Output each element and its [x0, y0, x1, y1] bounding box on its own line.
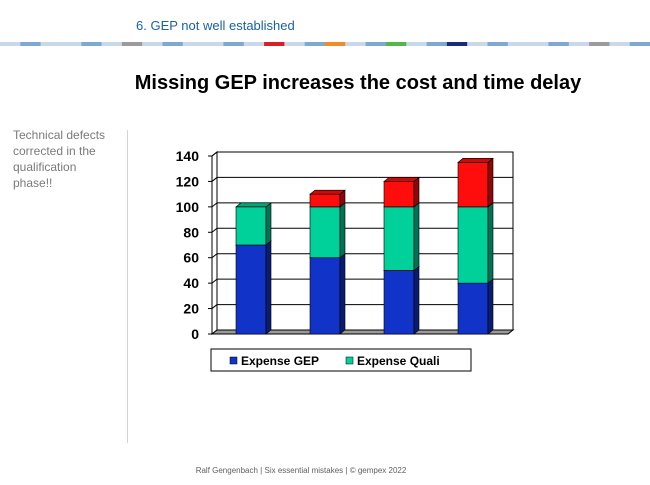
bar-segment: [457, 282, 489, 335]
stripe-segment: [40, 42, 62, 46]
stripe-segment: [60, 42, 82, 46]
y-tick-label: 0: [191, 326, 199, 342]
bar-side: [413, 265, 420, 335]
y-tick-label: 100: [176, 199, 200, 215]
stripe-segment: [325, 42, 346, 46]
stripe-segment: [284, 42, 306, 46]
stripe-segment: [81, 42, 103, 46]
side-note-line: corrected in the: [13, 144, 96, 158]
bar-top: [383, 177, 420, 182]
stripe-segment: [365, 42, 387, 46]
bar-side: [487, 202, 494, 284]
stripe-segment: [426, 42, 448, 46]
stripe-segment: [406, 42, 428, 46]
stripe-segment: [101, 42, 123, 46]
bar-side: [413, 176, 420, 208]
bar-side: [487, 157, 494, 208]
stripe-segment: [304, 42, 326, 46]
stripe-segment: [548, 42, 570, 46]
stripe-segment: [568, 42, 590, 46]
stripe-segment: [487, 42, 509, 46]
stripe-segment: [121, 42, 143, 46]
stripe-segment: [203, 42, 224, 46]
stripe-segment: [223, 42, 245, 46]
gridline-side: [211, 151, 218, 157]
bar-segment: [383, 181, 415, 208]
bar-top: [309, 189, 346, 195]
legend-swatch: [345, 356, 354, 365]
bar-segment: [235, 206, 267, 246]
bar-top: [457, 158, 494, 163]
stripe-segment: [385, 42, 407, 46]
bar-side: [265, 240, 272, 335]
footer: Ralf Gengenbach | Six essential mistakes…: [195, 466, 407, 475]
stripe-segment: [243, 42, 265, 46]
bar-segment: [235, 244, 267, 335]
gridline-side: [211, 202, 218, 208]
legend-label: Expense GEP: [241, 354, 319, 368]
stripe-segment: [467, 42, 488, 46]
section-header: 6. GEP not well established: [136, 18, 295, 33]
stripe-segment: [20, 42, 42, 46]
legend-box: [210, 348, 472, 372]
side-note-line: Technical defects: [13, 128, 106, 142]
bar-segment: [457, 206, 489, 284]
stripe-segment: [0, 42, 21, 46]
decorative-stripe: [0, 42, 650, 46]
y-tick-label: 140: [176, 148, 200, 164]
stripe-segment: [142, 42, 163, 46]
gridline-side: [211, 253, 218, 259]
side-note: Technical defects corrected in the quali…: [13, 127, 123, 191]
stripe-segment: [264, 42, 285, 46]
gridline-side: [211, 227, 218, 233]
stripe-segment: [528, 42, 549, 46]
bar-side: [265, 202, 272, 246]
bar-segment: [457, 162, 489, 208]
bar-segment: [383, 270, 415, 335]
side-note-line: phase!!: [13, 176, 53, 190]
gridline-side: [211, 304, 218, 309]
stripe-segment: [507, 42, 529, 46]
bar-segment: [309, 193, 341, 208]
bar-top: [235, 202, 272, 208]
stripe-segment: [589, 42, 610, 46]
side-note-line: qualification: [13, 160, 77, 174]
stripe-segment: [609, 42, 631, 46]
bar-side: [339, 253, 346, 335]
bar-segment: [309, 206, 341, 259]
legend-label: Expense Quali: [357, 354, 440, 368]
y-tick-label: 20: [183, 301, 199, 317]
legend-swatch: [229, 356, 238, 365]
bar-side: [413, 202, 420, 272]
stripe-segment: [162, 42, 184, 46]
stripe-segment: [629, 42, 650, 46]
bar-segment: [383, 206, 415, 271]
slide-title: Missing GEP increases the cost and time …: [134, 72, 582, 94]
bar-side: [487, 278, 494, 335]
y-tick-label: 40: [183, 275, 199, 291]
y-tick-label: 60: [183, 250, 199, 266]
gridline-side: [211, 278, 218, 284]
stripe-segment: [182, 42, 204, 46]
y-tick-label: 80: [183, 224, 199, 240]
bar-segment: [309, 257, 341, 335]
stripe-segment: [446, 42, 468, 46]
gridline-side: [211, 177, 218, 182]
bar-side: [339, 202, 346, 259]
y-tick-label: 120: [176, 173, 200, 189]
stripe-segment: [345, 42, 367, 46]
vertical-divider: [127, 130, 128, 443]
